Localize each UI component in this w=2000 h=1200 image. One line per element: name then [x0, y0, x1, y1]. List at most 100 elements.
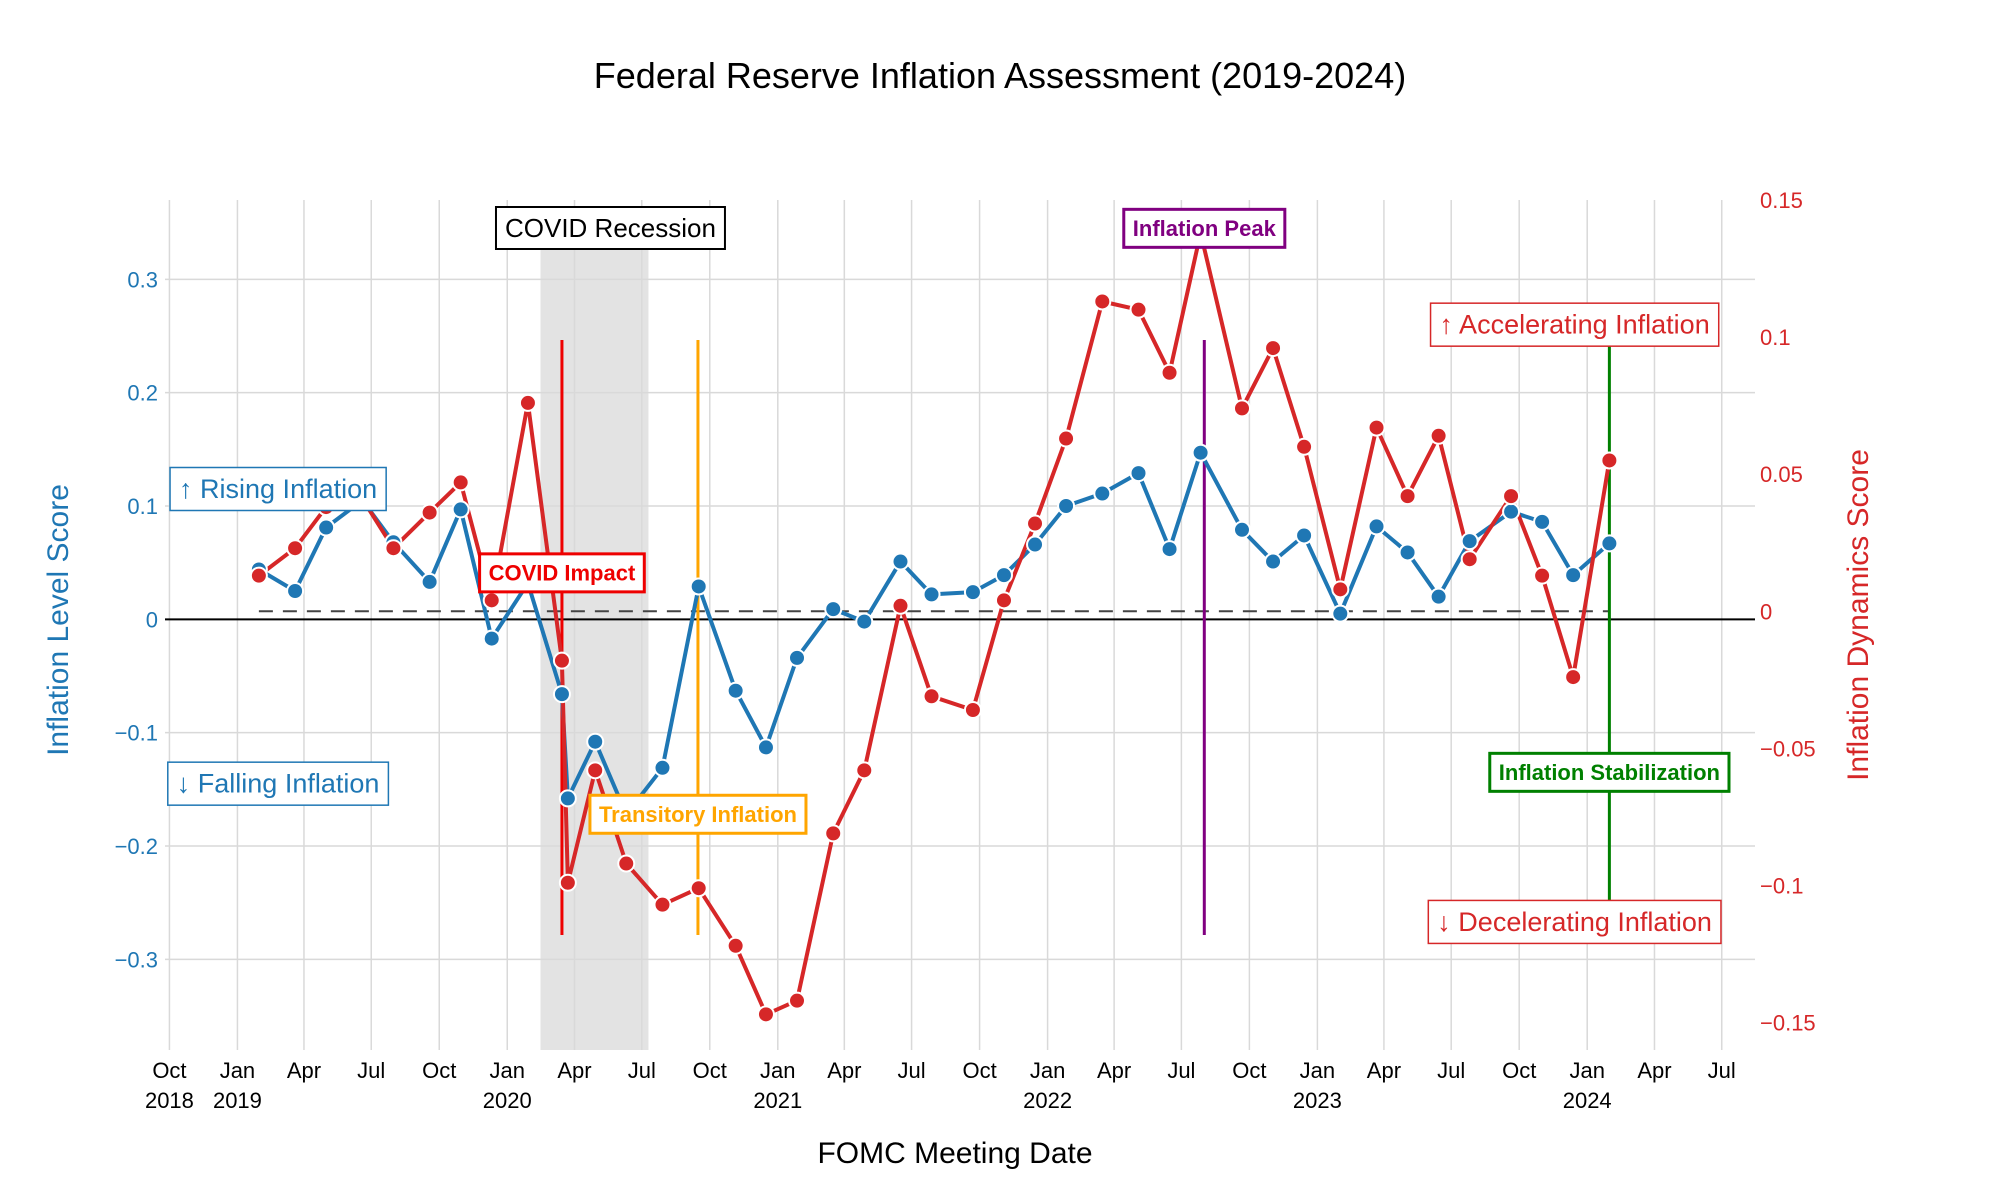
- inflation-dynamics-point: [617, 854, 636, 873]
- direction-annotation-text: ↓ Falling Inflation: [177, 769, 380, 799]
- inflation-level-point: [482, 629, 501, 648]
- direction-annotation-box: [1429, 302, 1720, 347]
- y-left-tick-label: 0.1: [127, 494, 158, 519]
- inflation-level-point: [788, 648, 807, 667]
- x-tick-label: Oct: [422, 1058, 456, 1083]
- inflation-dynamics-point: [653, 895, 672, 914]
- inflation-level-point: [1460, 532, 1479, 551]
- recession-label: COVID Recession: [494, 206, 726, 250]
- inflation-dynamics-point: [1564, 668, 1583, 687]
- inflation-level-point: [855, 612, 874, 631]
- zero-line-layer: [165, 610, 1755, 621]
- event-label-text: Inflation Peak: [1133, 216, 1277, 241]
- direction-annotation: ↑ Accelerating Inflation: [1429, 302, 1720, 347]
- inflation-dynamics-point: [1160, 363, 1179, 382]
- event-label-box: [588, 793, 808, 835]
- inflation-dynamics-point: [726, 936, 745, 955]
- inflation-dynamics-line: [257, 230, 1612, 1017]
- x-tick-label: Apr: [1637, 1058, 1671, 1083]
- x-tick-year: 2018: [145, 1088, 194, 1113]
- y-right-tick-label: 0.1: [1760, 325, 1791, 350]
- inflation-level-point: [1129, 464, 1148, 483]
- x-tick-label: Jan: [490, 1058, 525, 1083]
- inflation-dynamics-point: [1398, 487, 1417, 506]
- inflation-dynamics-point: [1057, 429, 1076, 448]
- y-right-tick-label: 0: [1760, 599, 1772, 624]
- y-right-tick-label: −0.05: [1760, 736, 1816, 761]
- inflation-level-point: [586, 732, 605, 751]
- inflation-dynamics-point: [286, 539, 305, 558]
- y-axis-right-title: Inflation Dynamics Score: [1842, 449, 1875, 781]
- x-tick-year: 2022: [1023, 1088, 1072, 1113]
- direction-annotation-text: ↑ Accelerating Inflation: [1440, 310, 1710, 340]
- inflation-level-point: [1398, 543, 1417, 562]
- y-right-tick-label: 0.05: [1760, 462, 1803, 487]
- inflation-dynamics-point: [1295, 437, 1314, 456]
- inflation-dynamics-point: [1129, 300, 1148, 319]
- direction-annotation: ↓ Falling Inflation: [167, 761, 390, 806]
- inflation-level-point: [1502, 502, 1521, 521]
- event-label: Inflation Peak: [1122, 207, 1287, 249]
- chart-title: Federal Reserve Inflation Assessment (20…: [594, 55, 1406, 96]
- x-tick-label: Apr: [827, 1058, 861, 1083]
- inflation-level-point: [1429, 587, 1448, 606]
- x-tick-label: Jul: [1437, 1058, 1465, 1083]
- y-left-tick-label: 0.2: [127, 381, 158, 406]
- x-tick-label: Jul: [357, 1058, 385, 1083]
- inflation-level-point: [420, 572, 439, 591]
- tick-labels: Oct 2018 Jan 2019 Apr Jul Oct Jan 2020 Apr Jul Oct J…: [115, 188, 1816, 1113]
- event-label: COVID Impact: [478, 552, 646, 594]
- event-label-text: Inflation Stabilization: [1499, 760, 1720, 785]
- x-tick-year: 2021: [753, 1088, 802, 1113]
- inflation-level-point: [1564, 566, 1583, 585]
- event-label-box: [1488, 751, 1731, 793]
- inflation-level-point: [317, 518, 336, 537]
- x-tick-label: Jan: [1569, 1058, 1604, 1083]
- event-label: Inflation Stabilization: [1488, 751, 1731, 793]
- y-left-tick-label: −0.3: [115, 947, 158, 972]
- inflation-level-point: [286, 582, 305, 600]
- y-right-tick-label: 0.15: [1760, 188, 1803, 213]
- event-label-box: [1122, 207, 1287, 249]
- inflation-level-point: [1331, 604, 1350, 623]
- x-tick-label: Jan: [220, 1058, 255, 1083]
- x-tick-label: Apr: [287, 1058, 321, 1083]
- inflation-level-point: [1093, 484, 1112, 503]
- inflation-dynamics-point: [1233, 399, 1252, 418]
- annotations-layer: COVID Recession COVID Impact Transitory In…: [167, 206, 1731, 945]
- inflation-level-point: [1264, 552, 1283, 571]
- x-tick-label: Oct: [152, 1058, 186, 1083]
- inflation-dynamics-point: [1460, 550, 1479, 569]
- x-tick-label: Apr: [557, 1058, 591, 1083]
- inflation-dynamics-point: [963, 701, 982, 719]
- x-axis-title: FOMC Meeting Date: [817, 1137, 1092, 1170]
- inflation-level-point: [891, 552, 910, 571]
- y-right-tick-label: −0.15: [1760, 1011, 1816, 1036]
- x-tick-label: Jul: [1708, 1058, 1736, 1083]
- inflation-level-point: [726, 681, 745, 700]
- x-tick-label: Jul: [898, 1058, 926, 1083]
- direction-annotation-box: [169, 466, 387, 512]
- y-right-tick-label: −0.1: [1760, 873, 1803, 898]
- recession-label-box: [494, 206, 726, 250]
- inflation-dynamics-point: [855, 761, 874, 780]
- event-label-text: COVID Impact: [489, 560, 636, 585]
- inflation-level-point: [1026, 535, 1045, 554]
- inflation-dynamics-point: [552, 651, 571, 670]
- inflation-level-point: [552, 685, 571, 704]
- inflation-dynamics-point: [518, 393, 537, 412]
- inflation-dynamics-point: [558, 873, 577, 892]
- inflation-dynamics-point: [1367, 418, 1386, 437]
- y-left-tick-label: 0: [146, 607, 158, 632]
- direction-annotation-box: [167, 761, 390, 806]
- event-label-text: Transitory Inflation: [599, 802, 797, 827]
- x-tick-label: Apr: [1097, 1058, 1131, 1083]
- inflation-dynamics-point: [420, 503, 439, 522]
- inflation-dynamics-point: [249, 566, 268, 585]
- inflation-dynamics-point: [756, 1005, 775, 1024]
- x-tick-label: Jul: [628, 1058, 656, 1083]
- x-tick-year: 2020: [483, 1088, 532, 1113]
- x-tick-label: Oct: [1502, 1058, 1536, 1083]
- direction-annotation-text: ↓ Decelerating Inflation: [1437, 907, 1712, 937]
- recession-band: [540, 250, 649, 1050]
